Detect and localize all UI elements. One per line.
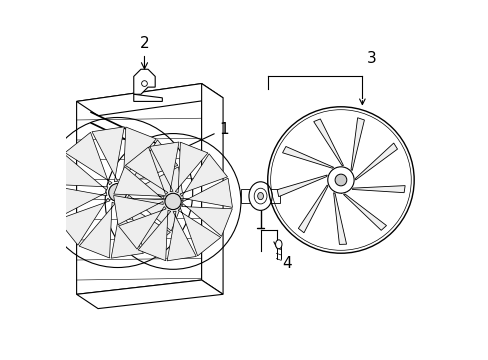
Polygon shape	[134, 69, 155, 94]
Polygon shape	[351, 186, 405, 193]
Text: 3: 3	[366, 51, 375, 66]
Polygon shape	[149, 142, 179, 192]
Circle shape	[327, 167, 353, 193]
Polygon shape	[277, 175, 326, 197]
Polygon shape	[167, 211, 196, 261]
Polygon shape	[52, 186, 107, 218]
Polygon shape	[77, 280, 223, 309]
Polygon shape	[182, 204, 232, 236]
Polygon shape	[65, 132, 112, 185]
Polygon shape	[125, 140, 178, 187]
Polygon shape	[175, 142, 207, 193]
Polygon shape	[313, 119, 343, 166]
Ellipse shape	[248, 182, 272, 210]
Ellipse shape	[275, 240, 282, 249]
Polygon shape	[128, 167, 183, 199]
Polygon shape	[111, 203, 143, 258]
Polygon shape	[298, 185, 327, 233]
Polygon shape	[120, 127, 156, 183]
Polygon shape	[333, 193, 346, 244]
Polygon shape	[77, 84, 201, 294]
Circle shape	[334, 174, 346, 186]
Polygon shape	[282, 147, 333, 168]
Polygon shape	[125, 147, 167, 194]
Polygon shape	[52, 154, 108, 190]
Polygon shape	[269, 189, 280, 203]
Polygon shape	[113, 195, 163, 225]
Polygon shape	[134, 94, 162, 102]
Polygon shape	[123, 200, 170, 253]
Text: 4: 4	[282, 256, 292, 271]
Polygon shape	[138, 210, 170, 261]
Polygon shape	[183, 178, 232, 207]
Text: 2: 2	[140, 36, 149, 69]
Polygon shape	[201, 84, 223, 294]
Ellipse shape	[257, 193, 263, 200]
Polygon shape	[343, 194, 386, 230]
Text: 1: 1	[180, 122, 229, 150]
Polygon shape	[92, 127, 124, 182]
Circle shape	[108, 184, 126, 202]
Circle shape	[164, 193, 181, 210]
Polygon shape	[350, 118, 364, 171]
Polygon shape	[119, 207, 166, 249]
Polygon shape	[355, 143, 397, 180]
Polygon shape	[77, 84, 223, 116]
Polygon shape	[127, 195, 183, 231]
Polygon shape	[114, 167, 164, 199]
Polygon shape	[58, 198, 110, 245]
Polygon shape	[241, 189, 251, 203]
Polygon shape	[180, 154, 227, 196]
Polygon shape	[79, 202, 115, 258]
Polygon shape	[178, 208, 220, 256]
